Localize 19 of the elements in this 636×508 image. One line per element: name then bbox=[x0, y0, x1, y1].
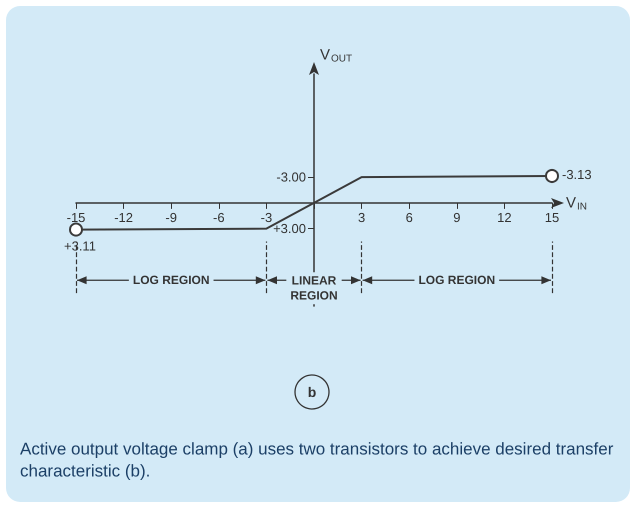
x-tick-label: -12 bbox=[114, 210, 133, 225]
annotation: +3.11 bbox=[64, 238, 96, 254]
annotation: LOG REGION bbox=[418, 273, 496, 288]
annotation: LINEAR REGION bbox=[290, 274, 338, 303]
x-tick-label: 9 bbox=[453, 210, 460, 225]
x-tick-label: -15 bbox=[66, 210, 86, 225]
text: Active output voltage clamp (a) uses two transistors to achieve desired transfer characteristic (b). bbox=[20, 440, 618, 480]
text: b bbox=[308, 384, 316, 400]
x-tick-label: -3 bbox=[260, 210, 272, 225]
annotation: -3.13 bbox=[562, 166, 592, 182]
x-tick-label: -6 bbox=[213, 210, 225, 225]
y-tick-label: -3.00 bbox=[276, 170, 306, 185]
annotation: LOG REGION bbox=[132, 273, 210, 288]
x-tick-label: 3 bbox=[358, 210, 366, 225]
x-tick-label: 6 bbox=[406, 210, 413, 225]
x-tick-label: -9 bbox=[165, 210, 177, 225]
x-tick-label: 15 bbox=[544, 210, 560, 225]
y-tick-label: +3.00 bbox=[273, 221, 306, 236]
x-tick-label: 12 bbox=[497, 210, 512, 225]
